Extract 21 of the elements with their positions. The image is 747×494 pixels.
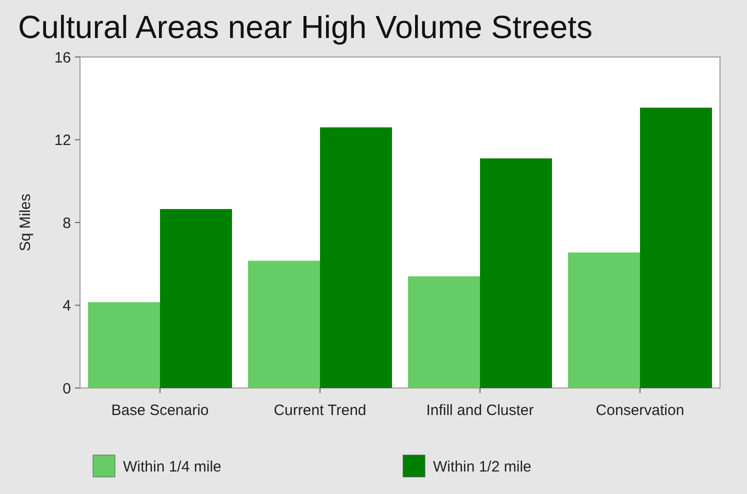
y-tick-label: 12 (54, 132, 71, 149)
x-tick-label: Conservation (596, 402, 684, 419)
bar (640, 108, 712, 388)
y-tick-label: 16 (54, 49, 71, 66)
bar (248, 260, 320, 388)
legend-label: Within 1/4 mile (123, 458, 222, 476)
bar (480, 158, 552, 388)
y-tick-label: 4 (62, 298, 71, 314)
y-tick-label: 0 (62, 380, 71, 398)
bar (88, 302, 160, 388)
x-tick-label: Infill and Cluster (426, 402, 534, 419)
bar (320, 127, 392, 388)
x-tick-label: Base Scenario (111, 402, 209, 419)
legend-label: Within 1/2 mile (433, 458, 532, 476)
y-tick-label: 8 (62, 214, 71, 232)
y-axis-title: Sq Miles (17, 194, 34, 252)
x-tick-label: Current Trend (274, 402, 366, 419)
bar (160, 209, 232, 388)
bar (568, 252, 640, 388)
bar (408, 276, 480, 388)
chart-title: Cultural Areas near High Volume Streets (18, 9, 593, 45)
